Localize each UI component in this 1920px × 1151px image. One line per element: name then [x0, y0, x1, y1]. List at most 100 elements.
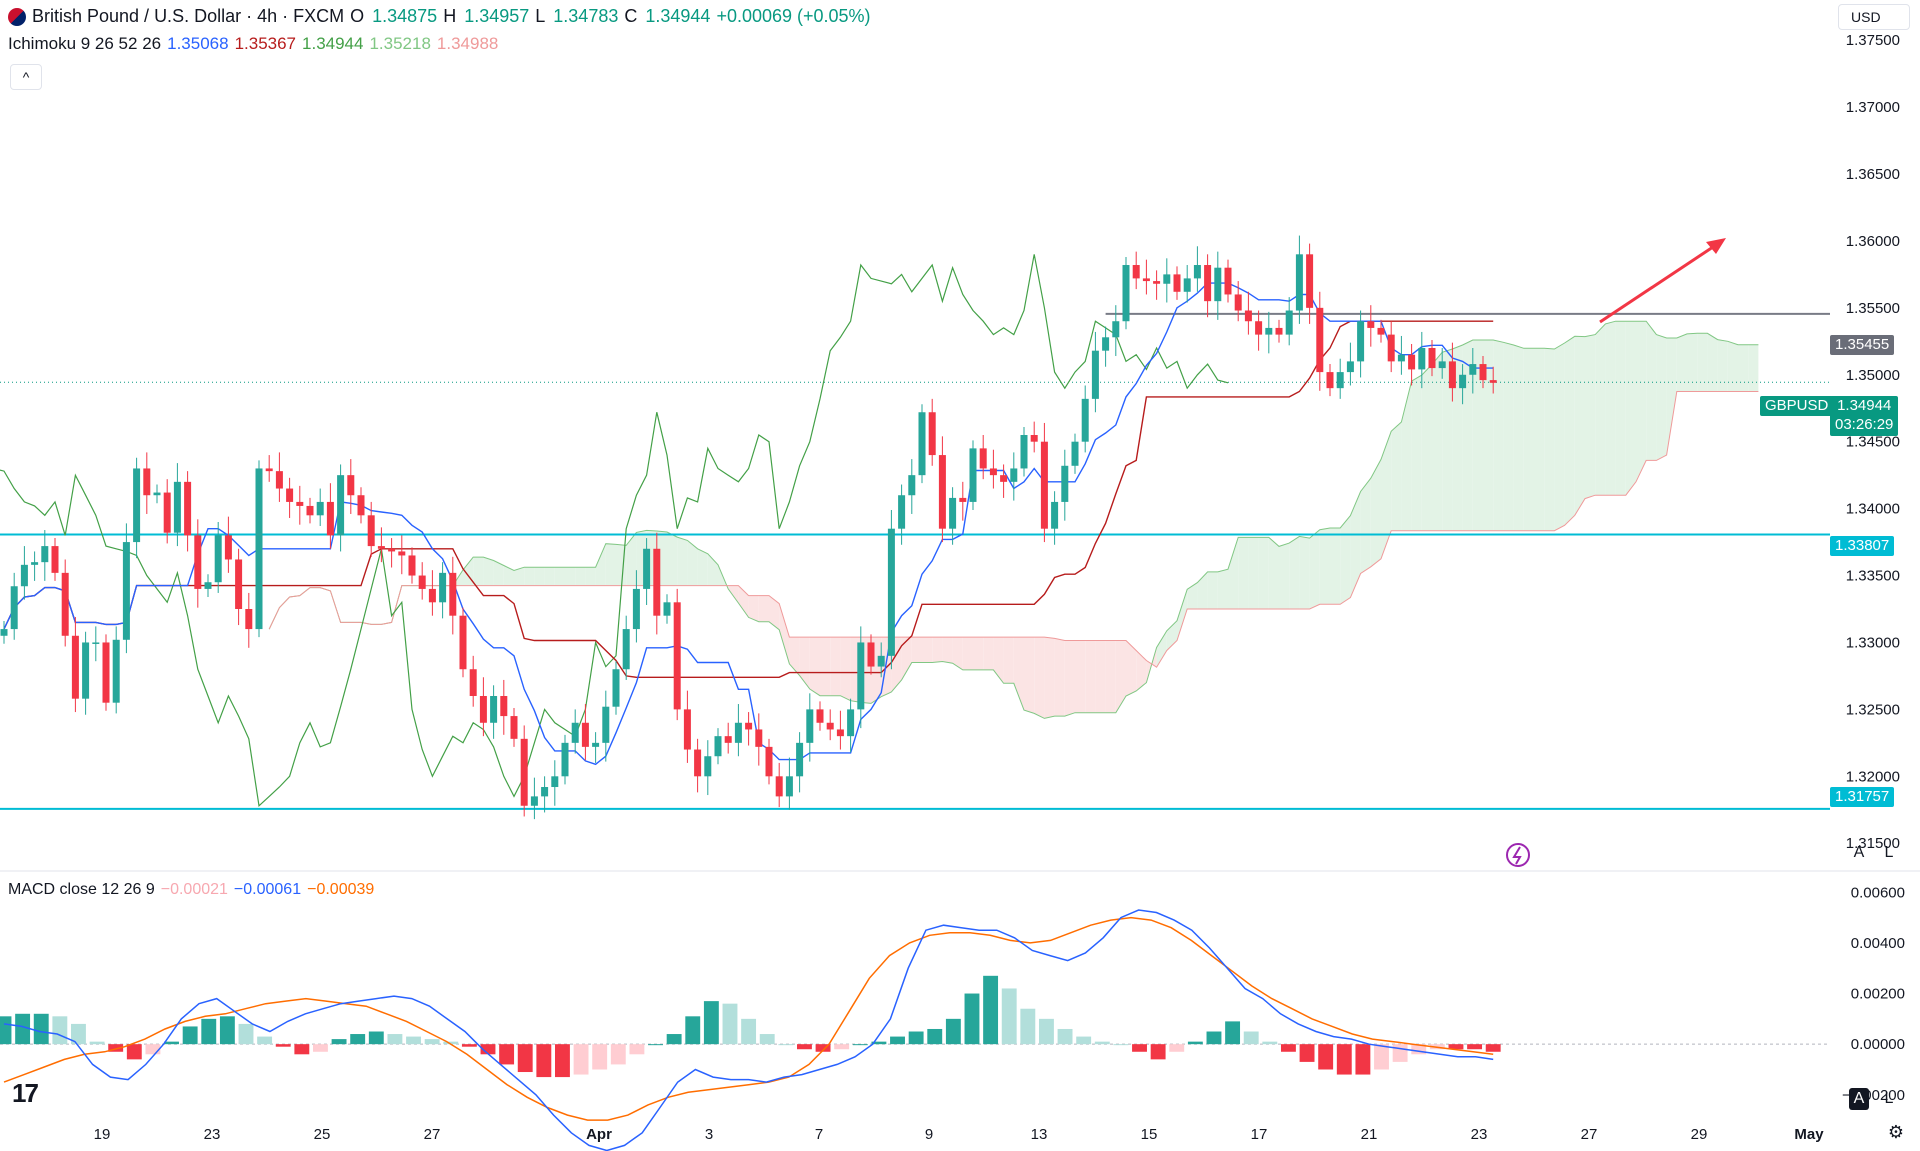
candle-body[interactable]: [683, 709, 691, 750]
candle-body[interactable]: [1071, 441, 1079, 466]
candle-body[interactable]: [1408, 354, 1416, 370]
candle-body[interactable]: [796, 742, 804, 777]
candle-body[interactable]: [1163, 274, 1171, 284]
candle-body[interactable]: [490, 696, 498, 723]
candle-body[interactable]: [775, 776, 783, 797]
candle-body[interactable]: [214, 535, 222, 583]
candle-body[interactable]: [41, 546, 49, 563]
candle-body[interactable]: [816, 709, 824, 723]
candle-body[interactable]: [1438, 361, 1446, 369]
candle-body[interactable]: [0, 629, 8, 636]
auto-scale-macd-button[interactable]: A: [1849, 1088, 1869, 1110]
candle-body[interactable]: [204, 582, 212, 589]
candle-body[interactable]: [510, 716, 518, 739]
candle-body[interactable]: [826, 722, 834, 730]
candle-body[interactable]: [1224, 267, 1232, 295]
candle-body[interactable]: [326, 501, 334, 536]
candle-body[interactable]: [31, 562, 39, 565]
candle-body[interactable]: [449, 572, 457, 616]
candle-body[interactable]: [663, 602, 671, 616]
candle-body[interactable]: [1336, 372, 1344, 389]
symbol-title[interactable]: British Pound / U.S. Dollar · 4h · FXCM: [32, 6, 345, 26]
candle-body[interactable]: [102, 642, 110, 703]
lightning-icon[interactable]: [1506, 843, 1530, 867]
candle-body[interactable]: [153, 492, 161, 496]
candle-body[interactable]: [51, 546, 59, 573]
candle-body[interactable]: [969, 448, 977, 502]
candle-body[interactable]: [1214, 267, 1222, 302]
candle-body[interactable]: [82, 642, 90, 699]
candle-body[interactable]: [1051, 501, 1059, 529]
candle-body[interactable]: [92, 642, 100, 644]
candle-body[interactable]: [551, 776, 559, 788]
candle-body[interactable]: [1306, 254, 1314, 308]
log-scale-macd-button[interactable]: L: [1884, 1090, 1894, 1107]
candle-body[interactable]: [1204, 265, 1212, 302]
candle-body[interactable]: [112, 639, 120, 703]
candle-body[interactable]: [847, 709, 855, 737]
candle-body[interactable]: [459, 615, 467, 670]
candle-body[interactable]: [286, 488, 294, 502]
candle-body[interactable]: [581, 722, 589, 747]
candle-body[interactable]: [367, 515, 375, 547]
candle-body[interactable]: [1357, 321, 1365, 362]
macd-legend[interactable]: MACD close 12 26 9 −0.00021 −0.00061 −0.…: [8, 881, 374, 899]
candle-body[interactable]: [877, 655, 885, 667]
candle-body[interactable]: [408, 555, 416, 576]
candle-body[interactable]: [337, 475, 345, 536]
candle-body[interactable]: [1142, 278, 1150, 282]
candle-body[interactable]: [194, 535, 202, 589]
candle-body[interactable]: [184, 481, 192, 536]
candle-body[interactable]: [785, 776, 793, 797]
candle-body[interactable]: [418, 575, 426, 589]
candle-body[interactable]: [755, 729, 763, 747]
candle-body[interactable]: [704, 756, 712, 777]
candle-body[interactable]: [20, 564, 28, 587]
candle-body[interactable]: [1010, 468, 1018, 482]
candle-body[interactable]: [632, 588, 640, 630]
candle-body[interactable]: [836, 729, 844, 737]
candle-body[interactable]: [357, 495, 365, 516]
candle-body[interactable]: [1183, 278, 1191, 292]
candle-body[interactable]: [1387, 334, 1395, 362]
candle-body[interactable]: [1489, 380, 1497, 383]
collapse-legend-button[interactable]: ^: [10, 64, 42, 90]
candle-body[interactable]: [173, 481, 181, 533]
candle-body[interactable]: [1397, 354, 1405, 362]
candle-body[interactable]: [898, 495, 906, 529]
candle-body[interactable]: [694, 749, 702, 777]
candle-body[interactable]: [255, 468, 263, 630]
candle-body[interactable]: [1377, 327, 1385, 335]
candle-body[interactable]: [1000, 475, 1008, 482]
log-scale-button[interactable]: L: [1884, 844, 1894, 861]
candle-body[interactable]: [1102, 337, 1110, 351]
candle-body[interactable]: [245, 609, 253, 630]
candle-body[interactable]: [388, 548, 396, 552]
candle-body[interactable]: [806, 709, 814, 743]
candle-body[interactable]: [1020, 435, 1028, 469]
candle-body[interactable]: [1193, 265, 1201, 279]
candle-body[interactable]: [1091, 350, 1099, 399]
candle-body[interactable]: [71, 635, 79, 699]
candle-body[interactable]: [1285, 310, 1293, 335]
candle-body[interactable]: [1448, 361, 1456, 389]
candle-body[interactable]: [989, 468, 997, 476]
candle-body[interactable]: [714, 736, 722, 757]
candle-body[interactable]: [1153, 281, 1161, 284]
candle-body[interactable]: [724, 736, 732, 743]
candle-body[interactable]: [61, 572, 69, 636]
candle-body[interactable]: [296, 501, 304, 506]
candle-body[interactable]: [428, 588, 436, 603]
candle-body[interactable]: [561, 742, 569, 777]
candle-body[interactable]: [479, 696, 487, 723]
candle-body[interactable]: [469, 669, 477, 696]
candle-body[interactable]: [133, 468, 141, 543]
candle-body[interactable]: [949, 497, 957, 529]
candle-body[interactable]: [306, 505, 314, 516]
candle-body[interactable]: [1469, 364, 1477, 375]
auto-scale-button[interactable]: A: [1853, 844, 1865, 861]
candle-body[interactable]: [765, 746, 773, 777]
candle-body[interactable]: [1255, 321, 1263, 335]
candle-body[interactable]: [377, 546, 385, 549]
